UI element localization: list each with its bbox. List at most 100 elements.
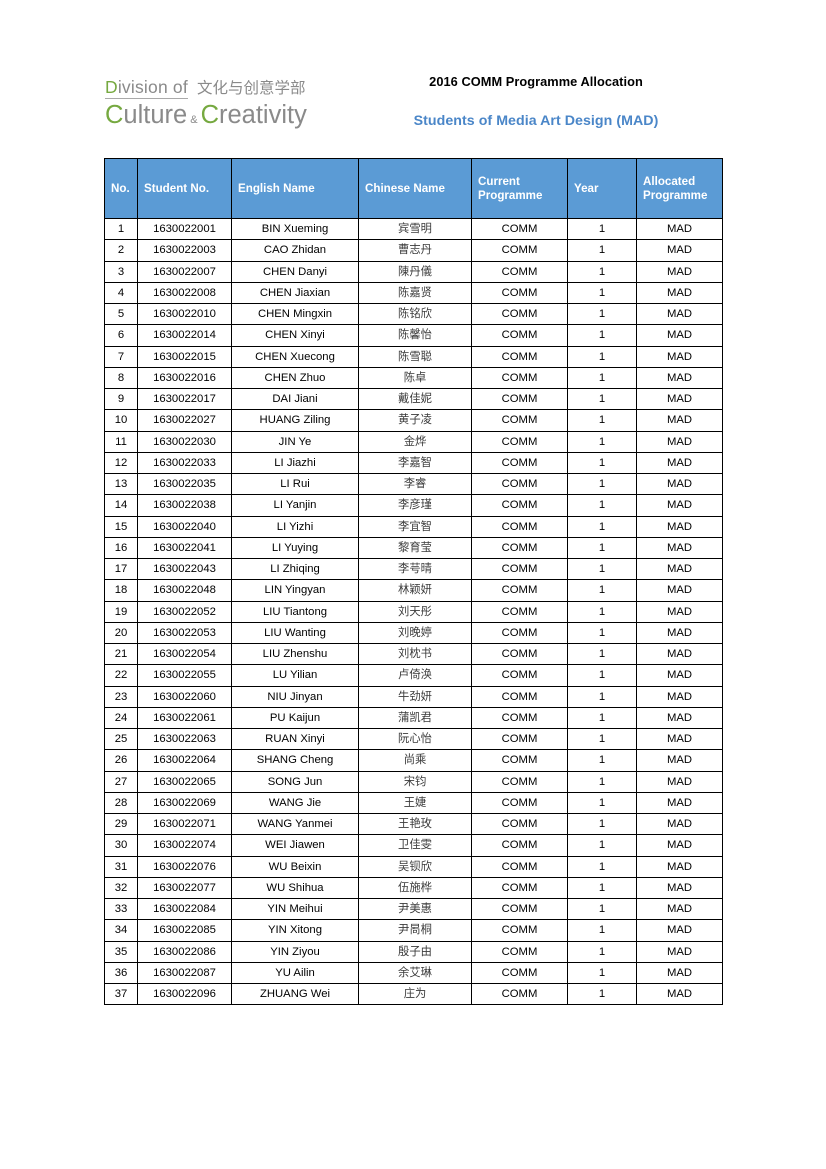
cell-year: 1 — [567, 749, 637, 772]
cell-chinese-name: 金烨 — [358, 430, 472, 453]
cell-year: 1 — [567, 961, 637, 985]
cell-year: 1 — [567, 366, 637, 390]
table-row: 13 1630022035 LI Rui 李睿 COMM 1 MAD — [104, 472, 723, 496]
cell-no: 31 — [104, 855, 138, 878]
cell-no: 13 — [104, 472, 138, 496]
cell-chinese-name: 李宜智 — [358, 515, 472, 538]
table-row: 8 1630022016 CHEN Zhuo 陈卓 COMM 1 MAD — [104, 366, 723, 390]
cell-allocated-programme: MAD — [636, 770, 723, 793]
table-row: 34 1630022085 YIN Xitong 尹晑桐 COMM 1 MAD — [104, 919, 723, 942]
table-row: 29 1630022071 WANG Yanmei 王艳玫 COMM 1 MAD — [104, 812, 723, 836]
cell-english-name: CHEN Xuecong — [231, 345, 359, 368]
cell-current-programme: COMM — [471, 217, 568, 241]
cell-allocated-programme: MAD — [636, 876, 723, 900]
cell-no: 23 — [104, 685, 138, 708]
cell-chinese-name: 陈卓 — [358, 366, 472, 390]
table-row: 33 1630022084 YIN Meihui 尹美惠 COMM 1 MAD — [104, 897, 723, 921]
cell-chinese-name: 吴钡欣 — [358, 855, 472, 878]
cell-english-name: WEI Jiawen — [231, 834, 359, 857]
cell-english-name: WU Shihua — [231, 876, 359, 900]
cell-english-name: CHEN Mingxin — [231, 302, 359, 326]
cell-year: 1 — [567, 621, 637, 645]
cell-current-programme: COMM — [471, 621, 568, 645]
cell-no: 14 — [104, 494, 138, 517]
cell-english-name: LIU Tiantong — [231, 600, 359, 623]
cell-allocated-programme: MAD — [636, 621, 723, 645]
cell-allocated-programme: MAD — [636, 855, 723, 878]
cell-chinese-name: 尹美惠 — [358, 897, 472, 921]
cell-student-no: 1630022055 — [137, 664, 232, 687]
cell-student-no: 1630022043 — [137, 557, 232, 581]
cell-current-programme: COMM — [471, 727, 568, 751]
cell-chinese-name: 宾雪明 — [358, 217, 472, 241]
cell-english-name: LI Zhiqing — [231, 557, 359, 581]
cell-allocated-programme: MAD — [636, 345, 723, 368]
column-header-year: Year — [567, 158, 637, 219]
cell-student-no: 1630022076 — [137, 855, 232, 878]
cell-student-no: 1630022040 — [137, 515, 232, 538]
cell-english-name: JIN Ye — [231, 430, 359, 453]
cell-student-no: 1630022010 — [137, 302, 232, 326]
cell-student-no: 1630022003 — [137, 239, 232, 262]
cell-english-name: YIN Meihui — [231, 897, 359, 921]
cell-year: 1 — [567, 324, 637, 347]
cell-english-name: PU Kaijun — [231, 706, 359, 730]
column-header-no: No. — [104, 158, 138, 219]
cell-no: 4 — [104, 281, 138, 305]
cell-no: 19 — [104, 600, 138, 623]
cell-english-name: HUANG Ziling — [231, 409, 359, 432]
cell-no: 32 — [104, 876, 138, 900]
cell-current-programme: COMM — [471, 387, 568, 411]
cell-no: 30 — [104, 834, 138, 857]
cell-english-name: SHANG Cheng — [231, 749, 359, 772]
cell-current-programme: COMM — [471, 472, 568, 496]
logo-chinese-text: 文化与创意学部 — [196, 79, 306, 97]
table-body: 1 1630022001 BIN Xueming 宾雪明 COMM 1 MAD 2 163002… — [104, 217, 723, 1006]
cell-current-programme: COMM — [471, 961, 568, 985]
cell-chinese-name: 余艾琳 — [358, 961, 472, 985]
cell-english-name: LI Yuying — [231, 536, 359, 560]
cell-year: 1 — [567, 982, 637, 1006]
cell-year: 1 — [567, 727, 637, 751]
cell-english-name: DAI Jiani — [231, 387, 359, 411]
cell-no: 25 — [104, 727, 138, 751]
cell-allocated-programme: MAD — [636, 387, 723, 411]
cell-year: 1 — [567, 260, 637, 283]
cell-allocated-programme: MAD — [636, 982, 723, 1006]
cell-current-programme: COMM — [471, 706, 568, 730]
cell-no: 33 — [104, 897, 138, 921]
cell-student-no: 1630022016 — [137, 366, 232, 390]
cell-allocated-programme: MAD — [636, 727, 723, 751]
cell-no: 3 — [104, 260, 138, 283]
cell-allocated-programme: MAD — [636, 706, 723, 730]
column-header-current-programme: Current Programme — [471, 158, 568, 219]
table-row: 22 1630022055 LU Yilian 卢倚涣 COMM 1 MAD — [104, 664, 723, 687]
cell-no: 7 — [104, 345, 138, 368]
cell-chinese-name: 宋钧 — [358, 770, 472, 793]
cell-allocated-programme: MAD — [636, 366, 723, 390]
cell-english-name: LI Jiazhi — [231, 451, 359, 475]
cell-no: 1 — [104, 217, 138, 241]
table-row: 36 1630022087 YU Ailin 余艾琳 COMM 1 MAD — [104, 961, 723, 985]
cell-allocated-programme: MAD — [636, 536, 723, 560]
table-header: No. Student No. English Name Chinese Nam… — [104, 158, 723, 219]
cell-english-name: LIU Zhenshu — [231, 642, 359, 666]
cell-student-no: 1630022053 — [137, 621, 232, 645]
logo-line-culture-creativity: Culture & Creativity — [105, 101, 355, 129]
cell-current-programme: COMM — [471, 919, 568, 942]
cell-student-no: 1630022085 — [137, 919, 232, 942]
cell-current-programme: COMM — [471, 685, 568, 708]
cell-allocated-programme: MAD — [636, 281, 723, 305]
cell-chinese-name: 王婕 — [358, 791, 472, 815]
cell-allocated-programme: MAD — [636, 642, 723, 666]
cell-allocated-programme: MAD — [636, 260, 723, 283]
table-row: 17 1630022043 LI Zhiqing 李芌晴 COMM 1 MAD — [104, 557, 723, 581]
cell-year: 1 — [567, 770, 637, 793]
cell-chinese-name: 牛劲妍 — [358, 685, 472, 708]
cell-current-programme: COMM — [471, 770, 568, 793]
cell-allocated-programme: MAD — [636, 600, 723, 623]
cell-english-name: YIN Ziyou — [231, 940, 359, 963]
cell-allocated-programme: MAD — [636, 749, 723, 772]
cell-student-no: 1630022069 — [137, 791, 232, 815]
cell-chinese-name: 尚乘 — [358, 749, 472, 772]
